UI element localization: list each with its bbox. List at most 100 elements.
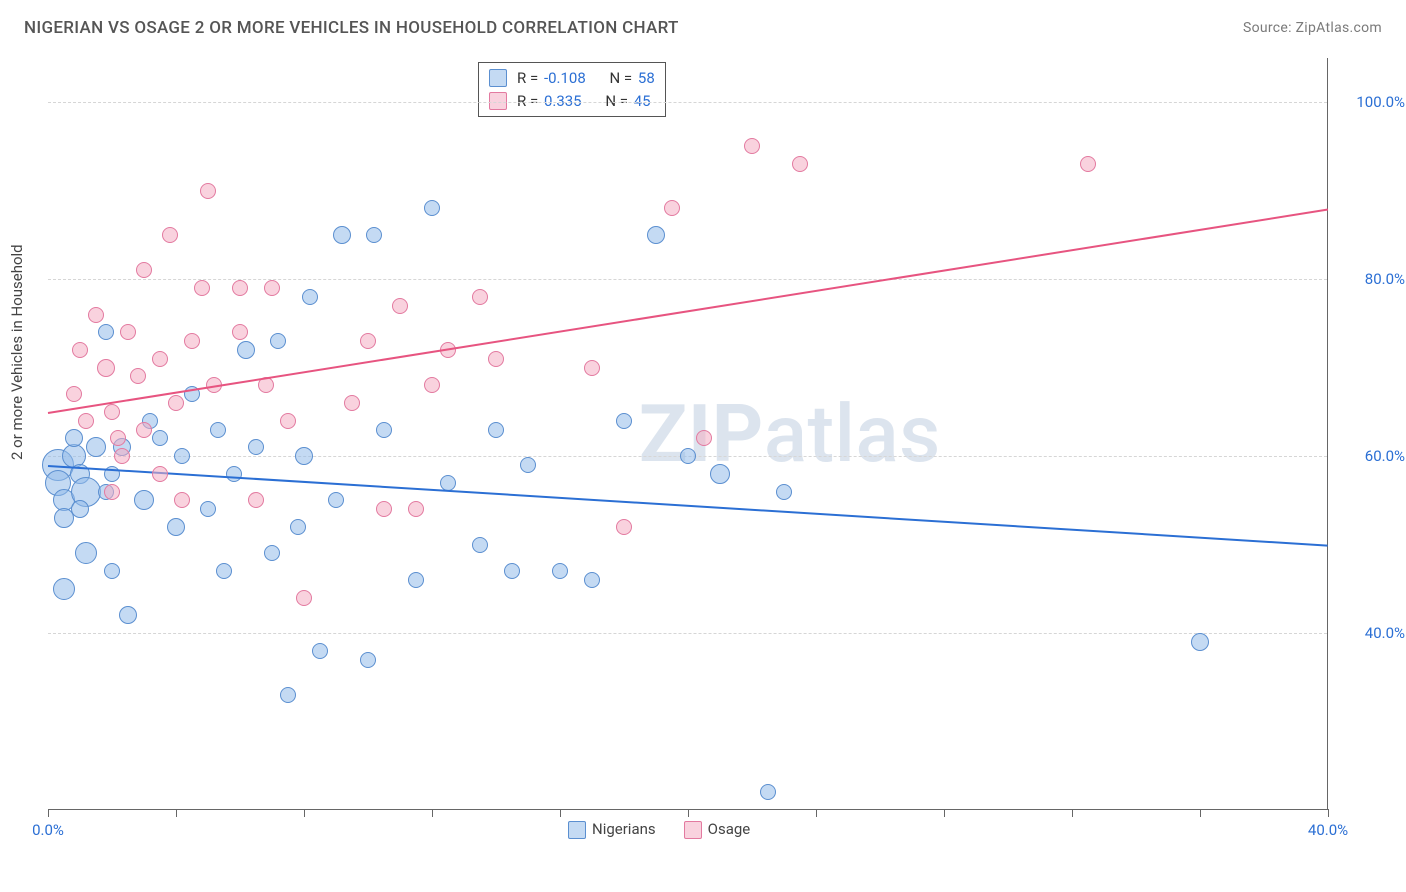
data-point — [104, 563, 120, 579]
data-point — [66, 386, 82, 402]
data-point — [296, 590, 312, 606]
data-point — [264, 280, 280, 296]
data-point — [280, 687, 296, 703]
data-point — [53, 578, 75, 600]
data-point — [162, 227, 178, 243]
y-tick-label: 40.0% — [1335, 624, 1405, 642]
data-point — [114, 448, 130, 464]
data-point — [616, 413, 632, 429]
data-point — [360, 333, 376, 349]
legend-stats-row-1: R = -0.108 N = 58 — [489, 67, 655, 90]
data-point — [440, 475, 456, 491]
x-tick-label: 40.0% — [1308, 821, 1348, 839]
swatch-nigerians-icon — [568, 821, 586, 839]
title-bar: NIGERIAN VS OSAGE 2 OR MORE VEHICLES IN … — [24, 18, 1382, 38]
data-point — [290, 519, 306, 535]
gridline — [48, 102, 1327, 103]
data-point — [520, 457, 536, 473]
data-point — [168, 395, 184, 411]
data-point — [647, 226, 665, 244]
data-point — [174, 492, 190, 508]
data-point — [312, 643, 328, 659]
data-point — [472, 537, 488, 553]
data-point — [504, 563, 520, 579]
data-point — [264, 545, 280, 561]
legend-stats-row-2: R = 0.335 N = 45 — [489, 90, 655, 113]
data-point — [110, 430, 126, 446]
x-tick — [1200, 809, 1201, 817]
data-point — [488, 351, 504, 367]
data-point — [72, 342, 88, 358]
data-point — [424, 200, 440, 216]
data-point — [216, 563, 232, 579]
data-point — [97, 359, 115, 377]
swatch-osage-icon — [489, 92, 507, 110]
legend-label-osage: Osage — [708, 820, 751, 838]
data-point — [248, 492, 264, 508]
data-point — [376, 501, 392, 517]
data-point — [328, 492, 344, 508]
data-point — [776, 484, 792, 500]
data-point — [104, 484, 120, 500]
data-point — [792, 156, 808, 172]
data-point — [152, 466, 168, 482]
data-point — [472, 289, 488, 305]
trendline — [48, 465, 1328, 547]
data-point — [248, 439, 264, 455]
data-point — [680, 448, 696, 464]
x-tick — [432, 809, 433, 817]
data-point — [152, 351, 168, 367]
data-point — [78, 413, 94, 429]
stat-label-n: N = — [610, 69, 633, 87]
x-tick — [176, 809, 177, 817]
stat-n-osage: 45 — [634, 92, 651, 110]
x-tick — [688, 809, 689, 817]
data-point — [200, 183, 216, 199]
x-tick-label: 0.0% — [32, 821, 64, 839]
x-tick — [944, 809, 945, 817]
data-point — [302, 289, 318, 305]
y-tick-label: 60.0% — [1335, 447, 1405, 465]
gridline — [48, 633, 1327, 634]
data-point — [760, 784, 776, 800]
y-tick-label: 100.0% — [1335, 93, 1405, 111]
data-point — [136, 422, 152, 438]
data-point — [408, 501, 424, 517]
data-point — [295, 447, 313, 465]
data-point — [104, 404, 120, 420]
x-tick — [304, 809, 305, 817]
legend-label-nigerians: Nigerians — [592, 820, 656, 838]
swatch-osage-icon — [684, 821, 702, 839]
data-point — [280, 413, 296, 429]
data-point — [210, 422, 226, 438]
legend-bottom: Nigerians Osage — [568, 820, 750, 839]
data-point — [184, 333, 200, 349]
data-point — [237, 341, 255, 359]
x-tick — [816, 809, 817, 817]
data-point — [333, 226, 351, 244]
data-point — [120, 324, 136, 340]
x-tick — [48, 809, 49, 817]
y-axis-label: 2 or more Vehicles in Household — [8, 244, 26, 460]
legend-stats-box: R = -0.108 N = 58 R = 0.335 N = 45 — [478, 62, 666, 117]
x-tick — [560, 809, 561, 817]
data-point — [270, 333, 286, 349]
data-point — [366, 227, 382, 243]
data-point — [174, 448, 190, 464]
data-point — [344, 395, 360, 411]
data-point — [488, 422, 504, 438]
data-point — [152, 430, 168, 446]
stat-r-nigerians: -0.108 — [544, 69, 586, 87]
stat-label-r: R = — [517, 92, 538, 110]
data-point — [65, 429, 83, 447]
data-point — [54, 508, 74, 528]
data-point — [88, 307, 104, 323]
swatch-nigerians-icon — [489, 69, 507, 87]
data-point — [1191, 633, 1209, 651]
data-point — [200, 501, 216, 517]
stat-r-osage: 0.335 — [544, 92, 582, 110]
data-point — [616, 519, 632, 535]
data-point — [232, 324, 248, 340]
data-point — [86, 437, 106, 457]
legend-item-nigerians: Nigerians — [568, 820, 656, 839]
